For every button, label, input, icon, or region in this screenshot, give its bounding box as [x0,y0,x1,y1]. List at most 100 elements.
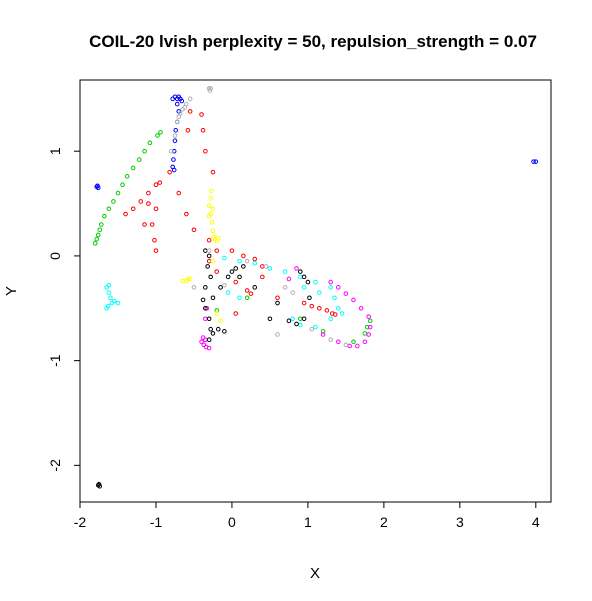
data-point [206,237,212,243]
data-point [225,274,231,280]
data-point [215,326,221,332]
data-point [171,157,176,162]
data-point [199,112,204,117]
data-point [206,253,212,259]
y-axis: -2 -1 0 1 [47,147,80,472]
data-point [179,98,185,104]
data-point [305,279,311,285]
data-point [200,297,206,303]
data-point [328,337,333,342]
data-point [351,297,356,303]
data-point [95,185,101,191]
data-point [218,318,223,324]
data-point [241,264,246,269]
data-point [106,206,112,212]
data-point [104,305,109,311]
data-point [298,274,303,280]
data-point [367,318,373,324]
data-point [294,266,299,271]
data-point [191,227,197,233]
data-point [316,305,322,311]
data-point [225,290,231,295]
data-point [290,290,296,295]
x-tick-label: 2 [380,514,388,530]
data-point [328,285,333,290]
data-point [111,199,116,204]
data-point [108,295,113,301]
data-point [275,300,280,306]
data-point [206,203,212,208]
data-point [206,248,212,253]
data-point [184,211,189,217]
data-point [210,206,216,212]
x-tick-label: 3 [456,514,464,530]
y-tick-label: -1 [47,354,63,367]
x-tick-label: 1 [304,514,312,530]
series-2 [123,109,338,317]
data-point [204,305,210,311]
data-point [106,290,112,295]
data-point [191,285,197,290]
data-point [222,255,227,261]
data-point [233,311,239,316]
data-point [199,339,204,345]
data-point [290,316,296,322]
data-point [248,291,254,296]
data-point [92,241,98,246]
data-point [244,295,250,301]
data-point [531,159,536,164]
data-point [307,295,312,301]
data-point [233,279,239,285]
data-point [335,285,341,290]
data-point [286,318,292,324]
data-point [95,482,101,488]
data-point [153,248,159,253]
data-point [366,332,371,337]
data-point [263,264,269,269]
data-point [313,324,318,330]
data-point [237,274,242,280]
data-point [309,303,315,309]
data-point [187,109,193,114]
data-point [332,295,337,301]
data-point [206,345,212,351]
data-point [102,213,107,219]
data-point [152,237,157,243]
data-point [301,285,307,290]
data-point [174,119,180,125]
data-point [209,220,215,225]
data-point [147,140,153,146]
data-point [158,130,163,135]
data-point [298,322,303,328]
data-point [149,222,155,227]
data-point [309,326,315,332]
data-point [168,148,174,154]
data-point [332,312,338,317]
data-point [252,260,258,266]
series-4 [199,266,373,351]
data-point [209,188,214,194]
data-point [206,337,212,342]
data-point [167,169,172,175]
data-point [208,86,213,91]
data-point [214,269,220,274]
data-point [157,180,163,185]
data-point [282,269,288,274]
data-point [320,332,326,337]
data-point [260,264,265,269]
data-point [97,227,103,233]
data-point [171,148,177,154]
data-point [267,266,273,271]
data-point [173,127,179,133]
data-point [120,182,125,188]
data-point [185,127,191,133]
y-tick-label: -2 [47,459,63,472]
data-point [343,291,349,296]
data-point [354,343,360,349]
data-point [324,308,330,313]
data-point [206,86,212,91]
data-point [282,285,288,290]
data-point [208,274,213,280]
data-point [172,133,178,138]
